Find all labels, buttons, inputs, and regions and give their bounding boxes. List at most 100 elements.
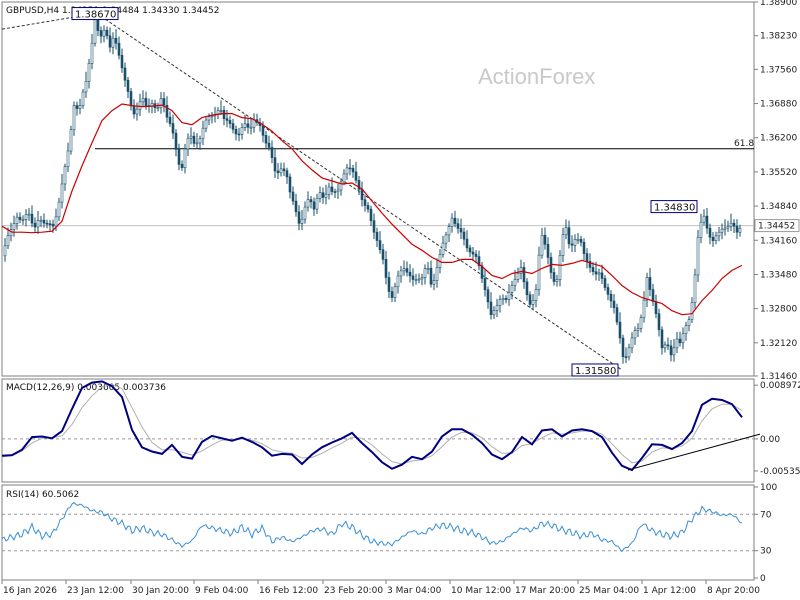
- candle-body: [138, 101, 142, 110]
- candle-body: [429, 267, 433, 285]
- candle-body: [288, 176, 292, 193]
- candle-body: [453, 217, 457, 224]
- candle-body: [204, 119, 208, 129]
- candle-body: [129, 91, 133, 107]
- macd-tick-label: 0.008972: [760, 381, 800, 391]
- candle-body: [630, 337, 634, 349]
- candle-body: [315, 197, 319, 210]
- candle-body: [456, 223, 460, 229]
- candle-body: [180, 164, 184, 168]
- candle-body: [504, 298, 508, 300]
- candle-body: [243, 123, 247, 128]
- candle-body: [693, 274, 697, 303]
- macd-trendline: [627, 433, 761, 471]
- candle-body: [171, 123, 175, 134]
- candle-body: [450, 217, 454, 227]
- candle-body: [339, 181, 343, 191]
- candle-body: [300, 218, 304, 224]
- candle-body: [690, 302, 694, 320]
- candle-body: [531, 300, 535, 305]
- candle-body: [702, 215, 706, 223]
- candle-body: [639, 317, 643, 329]
- current-price-label: 1.34452: [758, 222, 795, 232]
- candle-body: [708, 227, 712, 238]
- price-annotation-box: [71, 7, 119, 21]
- candle-body: [717, 231, 721, 237]
- candle-body: [96, 18, 100, 31]
- candle-body: [714, 235, 718, 241]
- candle-body: [72, 105, 76, 130]
- candle-body: [546, 243, 550, 258]
- time-tick-label: 16 Jan 2026: [3, 586, 57, 596]
- candle-body: [729, 222, 733, 227]
- candle-body: [726, 225, 730, 229]
- candle-body: [174, 132, 178, 150]
- candle-body: [615, 307, 619, 323]
- candle-body: [351, 167, 355, 173]
- candle-body: [165, 105, 169, 118]
- candle-body: [285, 170, 289, 178]
- candle-body: [192, 135, 196, 144]
- candle-body: [594, 271, 598, 275]
- candle-body: [186, 137, 190, 150]
- candle-body: [507, 292, 511, 300]
- time-tick-label: 23 Jan 12:00: [67, 586, 124, 596]
- candle-body: [405, 268, 409, 273]
- candle-body: [87, 63, 91, 82]
- candle-body: [189, 135, 193, 139]
- candle-body: [261, 125, 265, 136]
- fib-label: 61.8: [734, 139, 754, 149]
- candle-body: [105, 29, 109, 37]
- candle-body: [585, 253, 589, 262]
- candle-body: [66, 150, 70, 167]
- time-tick-label: 16 Feb 12:00: [259, 586, 318, 596]
- candle-body: [84, 81, 88, 93]
- candle-body: [567, 227, 571, 245]
- candle-body: [660, 329, 664, 349]
- candle-body: [657, 313, 661, 331]
- candle-body: [219, 110, 223, 112]
- candle-body: [75, 105, 79, 109]
- current-price-tag: [754, 219, 800, 233]
- candle-body: [336, 189, 340, 193]
- candle-body: [537, 254, 541, 290]
- candle-body: [120, 54, 124, 69]
- candle-body: [711, 236, 715, 241]
- candle-body: [492, 310, 496, 315]
- candle-body: [489, 301, 493, 315]
- candle-body: [423, 268, 427, 278]
- candle-body: [99, 30, 103, 37]
- candle-body: [333, 191, 337, 193]
- candle-body: [117, 42, 121, 56]
- macd-line: [1, 380, 743, 472]
- candle-body: [222, 110, 226, 119]
- candle-body: [561, 234, 565, 256]
- candle-body: [144, 98, 148, 106]
- candle-body: [126, 79, 130, 92]
- candle-body: [636, 328, 640, 331]
- time-tick-label: 23 Feb 20:00: [324, 586, 383, 596]
- candle-body: [102, 29, 106, 37]
- candle-body: [231, 123, 235, 130]
- candle-body: [402, 268, 406, 272]
- price-tick-label: 1.31460: [760, 372, 797, 382]
- rsi-tick-label: 30: [760, 547, 772, 557]
- rsi-tick-label: 0: [760, 574, 766, 584]
- candle-body: [198, 138, 202, 144]
- candle-body: [366, 205, 370, 210]
- candle-body: [468, 247, 472, 253]
- candle-body: [552, 272, 556, 282]
- candle-body: [621, 337, 625, 357]
- price-annotation-label: 1.38670: [75, 10, 116, 21]
- candle-body: [420, 277, 424, 280]
- time-tick-label: 9 Feb 04:00: [195, 586, 249, 596]
- candle-body: [15, 216, 19, 224]
- candle-body: [369, 208, 373, 221]
- macd-axis: 0.008972 0.00 -0.005356: [754, 381, 800, 477]
- candle-body: [519, 267, 523, 274]
- candle-body: [42, 219, 46, 224]
- candle-body: [357, 180, 361, 190]
- macd-plot: [1, 380, 761, 472]
- candle-body: [114, 37, 118, 44]
- candle-body: [465, 238, 469, 249]
